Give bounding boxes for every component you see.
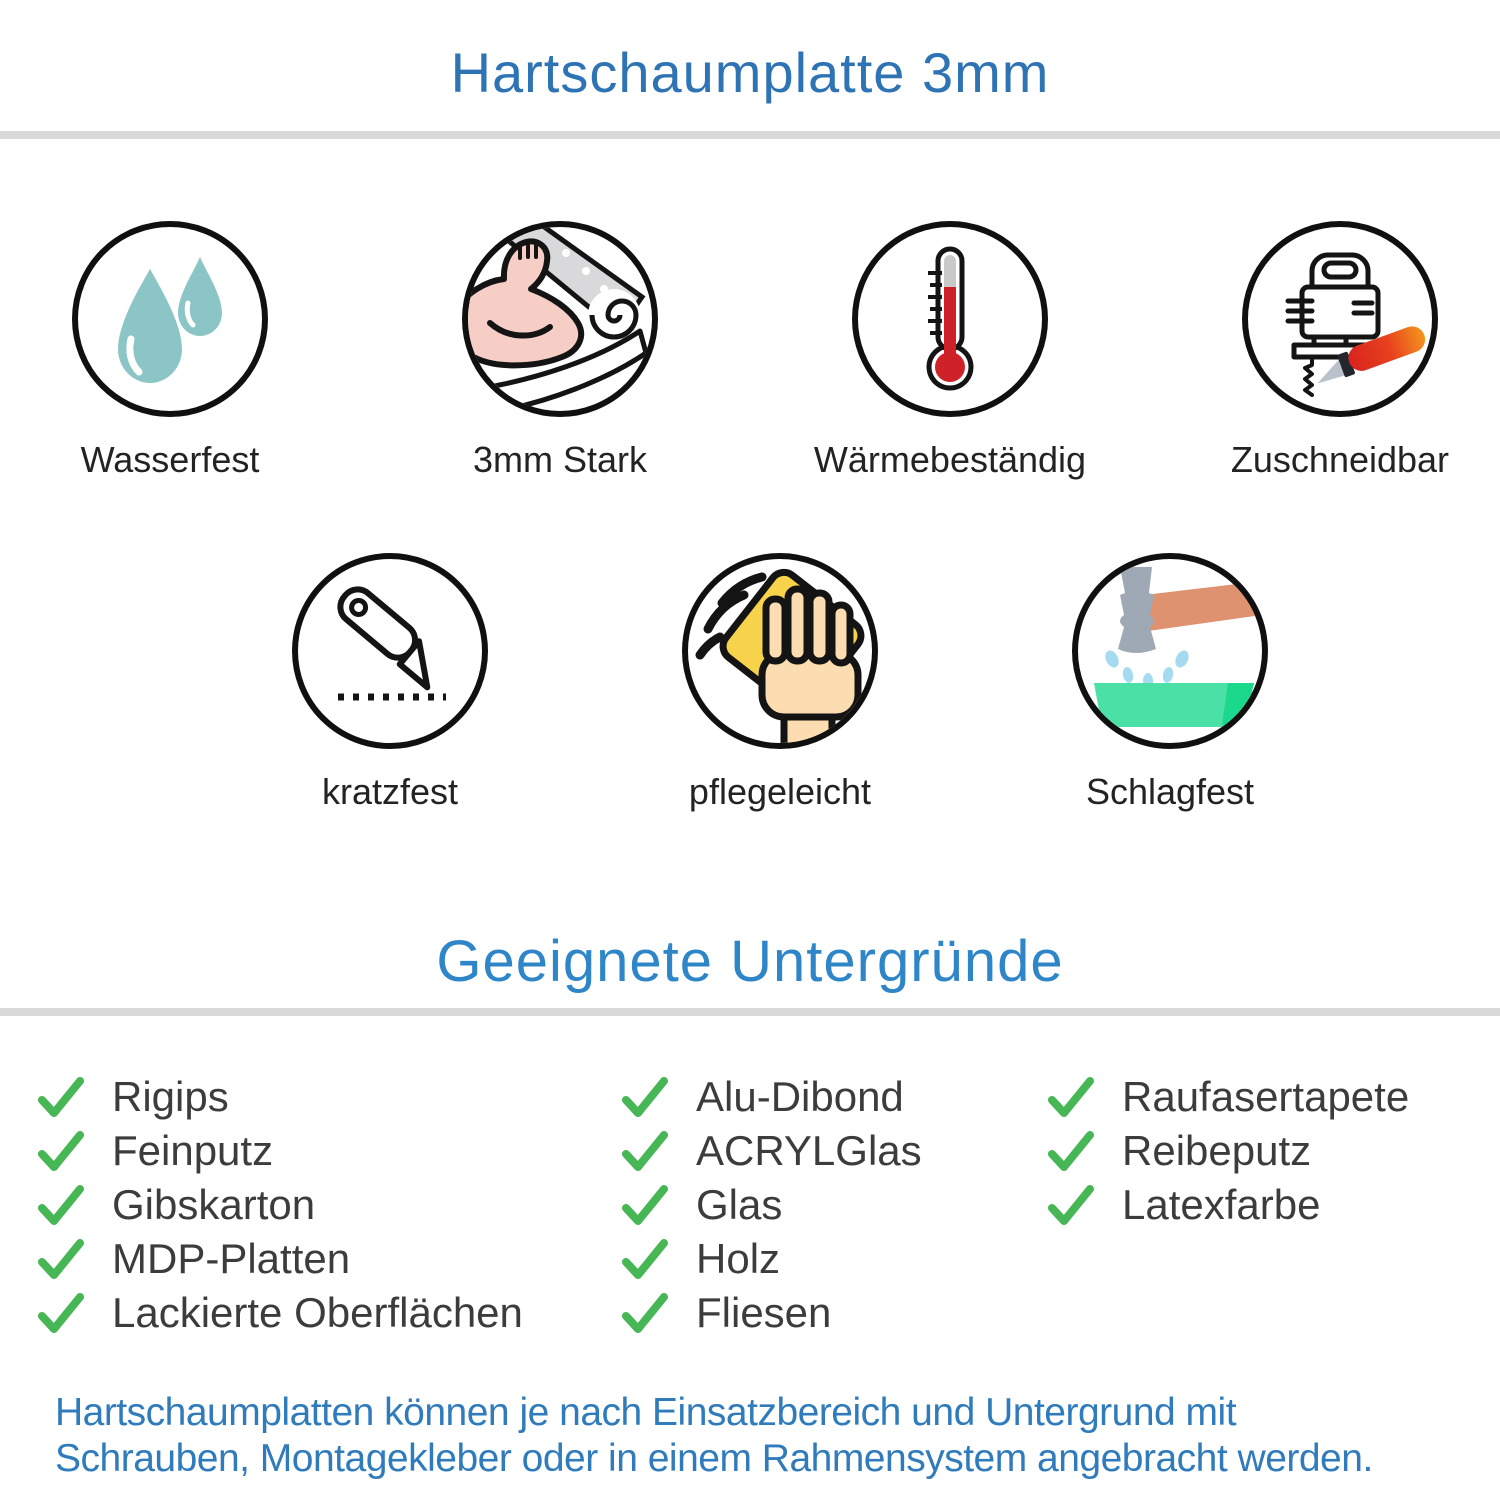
check-icon [38, 1185, 84, 1225]
water-drops-icon [118, 257, 222, 383]
check-icon [622, 1293, 668, 1333]
substrate-label: Holz [696, 1235, 781, 1282]
hammer-icon [1094, 567, 1262, 727]
substrate-label: ACRYLGlas [696, 1127, 922, 1174]
check-icon [1048, 1131, 1094, 1171]
substrate-label: Feinputz [112, 1127, 274, 1174]
feature-circle [682, 553, 878, 749]
substrate-label: Reibeputz [1122, 1127, 1312, 1174]
feature-circle [72, 221, 268, 417]
check-icon [622, 1185, 668, 1225]
feature-item: kratzfest [230, 553, 550, 813]
list-item: MDP-Platten [38, 1232, 523, 1286]
utility-knife-icon [337, 586, 446, 701]
cleaning-hand-icon [695, 568, 865, 743]
check-icon [38, 1131, 84, 1171]
list-item: Fliesen [622, 1286, 922, 1340]
substrate-label: Glas [696, 1181, 783, 1228]
check-icon [38, 1077, 84, 1117]
substrate-label: Gibskarton [112, 1181, 316, 1228]
list-item: Latexfarbe [1048, 1178, 1409, 1232]
substrate-label: Latexfarbe [1122, 1181, 1321, 1228]
list-item: ACRYLGlas [622, 1124, 922, 1178]
feature-item: 3mm Stark [400, 221, 720, 481]
feature-label: kratzfest [321, 771, 459, 812]
feature-label: Wärmebeständig [813, 439, 1087, 480]
page-title: Hartschaumplatte 3mm [450, 41, 1050, 104]
list-item: Raufasertapete [1048, 1070, 1409, 1124]
list-item: Lackierte Oberflächen [38, 1286, 523, 1340]
substrate-column-3: Raufasertapete Reibeputz Latexfarbe [1048, 1070, 1409, 1232]
feature-item: Wasserfest [10, 221, 330, 481]
feature-circle [292, 553, 488, 749]
substrate-label: Lackierte Oberflächen [112, 1289, 523, 1336]
footer-note-line1: Hartschaumplatten können je nach Einsatz… [55, 1391, 1237, 1434]
feature-circle [852, 221, 1048, 417]
feature-circle [1072, 553, 1268, 749]
section-title: Geeignete Untergründe [436, 929, 1064, 994]
check-icon [1048, 1077, 1094, 1117]
substrate-label: Rigips [112, 1073, 229, 1120]
substrate-label: MDP-Platten [112, 1235, 351, 1282]
check-icon [622, 1131, 668, 1171]
feature-label: Wasserfest [80, 439, 260, 480]
feature-label: Zuschneidbar [1230, 439, 1450, 480]
feature-item: Zuschneidbar [1180, 221, 1500, 481]
list-item: Feinputz [38, 1124, 523, 1178]
feature-item: Wärmebeständig [790, 221, 1110, 481]
list-item: Rigips [38, 1070, 523, 1124]
divider-bar [0, 1008, 1500, 1016]
jigsaw-knife-icon [1285, 252, 1426, 397]
feature-label: Schlagfest [1085, 771, 1255, 812]
list-item: Glas [622, 1178, 922, 1232]
check-icon [1048, 1185, 1094, 1225]
feature-label: 3mm Stark [472, 439, 648, 480]
feature-item: pflegeleicht [620, 553, 940, 813]
feature-circle [1242, 221, 1438, 417]
check-icon [38, 1293, 84, 1333]
substrate-column-2: Alu-Dibond ACRYLGlas Glas Holz Fliesen [622, 1070, 922, 1340]
list-item: Holz [622, 1232, 922, 1286]
list-item: Reibeputz [1048, 1124, 1409, 1178]
thermometer-icon [926, 246, 974, 391]
substrate-label: Fliesen [696, 1289, 832, 1336]
muscle-arm-icon [468, 227, 649, 411]
substrate-label: Alu-Dibond [696, 1073, 904, 1120]
divider-bar [0, 131, 1500, 139]
footer-note: Hartschaumplatten können je nach Einsatz… [55, 1390, 1485, 1482]
substrate-column-1: Rigips Feinputz Gibskarton MDP-Platten L… [38, 1070, 523, 1340]
check-icon [622, 1239, 668, 1279]
footer-note-line2: Schrauben, Montagekleber oder in einem R… [55, 1437, 1373, 1480]
feature-item: Schlagfest [1010, 553, 1330, 813]
feature-circle [462, 221, 658, 417]
list-item: Gibskarton [38, 1178, 523, 1232]
feature-label: pflegeleicht [688, 771, 872, 812]
check-icon [38, 1239, 84, 1279]
check-icon [622, 1077, 668, 1117]
substrate-label: Raufasertapete [1122, 1073, 1410, 1120]
list-item: Alu-Dibond [622, 1070, 922, 1124]
